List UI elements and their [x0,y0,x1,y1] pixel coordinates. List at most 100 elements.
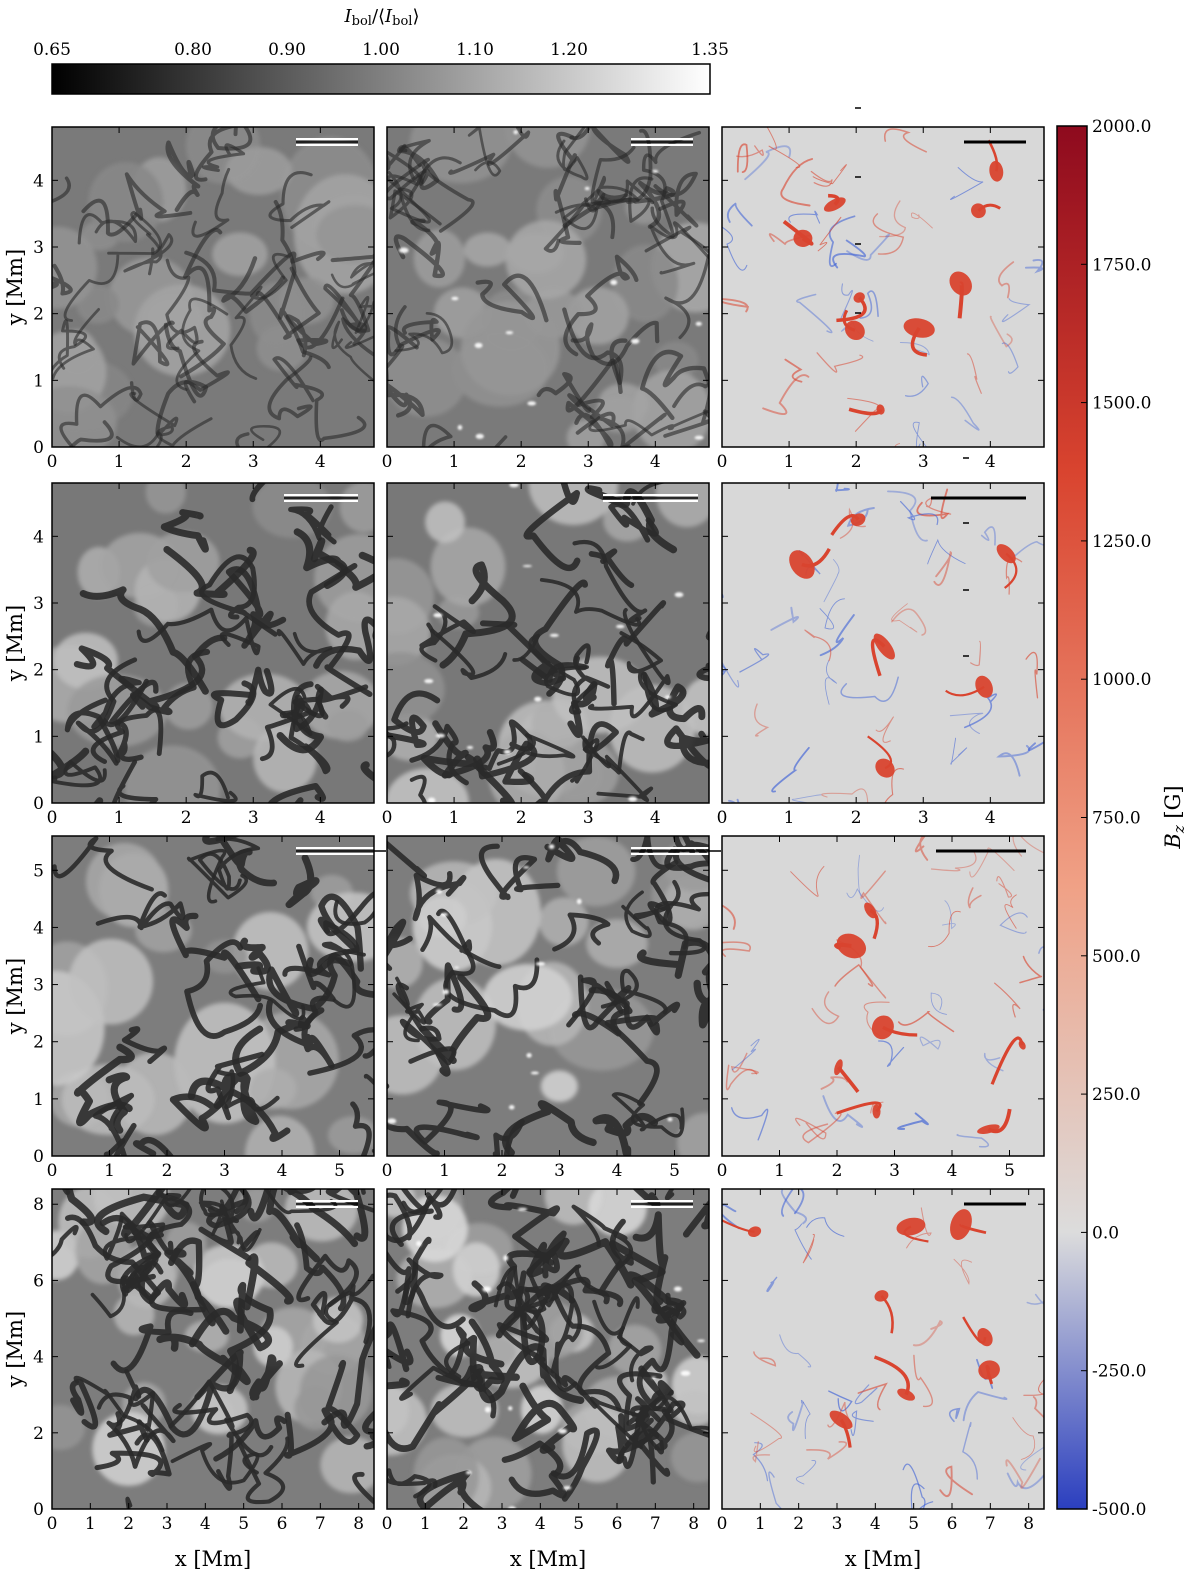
intensity-colorbar-tick-label: 0.80 [174,40,212,60]
x-tick-label: 2 [851,808,862,828]
x-axis-ticks: 0 1 2 3 4 [47,483,326,828]
x-tick-label: 0 [382,452,393,472]
x-tick-label: 4 [315,452,326,472]
x-tick-label: 4 [985,452,996,472]
scale-bar [296,847,386,855]
y-tick-label: 4 [33,171,44,191]
y-axis-ticks [722,869,1044,1157]
scale-bar [296,138,358,146]
panel-r1-c3-bz: 0 1 2 3 4 [717,126,1045,472]
y-axis-ticks [722,1203,1044,1510]
x-tick-label: 0 [382,1161,393,1181]
y-tick-label: 3 [33,594,44,614]
x-tick-label: 6 [612,1514,623,1534]
bz-colorbar-tick-label: 0.0 [1092,1223,1119,1243]
y-axis-label: y [Mm] [3,958,27,1035]
scale-bar [631,138,693,146]
panel-r3-c1-intensity: 0 1 2 3 4 5 0 1 2 3 4 5 [33,835,386,1181]
x-tick-label: 8 [1023,1514,1034,1534]
y-tick-label: 2 [33,1424,44,1444]
x-tick-label: 2 [516,808,527,828]
x-tick-label: 1 [784,808,795,828]
intensity-colorbar-tick-label: 1.10 [456,40,494,60]
panel-r4-c1-intensity: 0 1 2 3 4 5 6 7 8 0 2 4 6 8 [33,1188,375,1534]
x-tick-label: 3 [162,1514,173,1534]
x-tick-label: 3 [248,452,259,472]
y-tick-label: 0 [33,794,44,814]
x-tick-label: 3 [832,1514,843,1534]
x-tick-label: 5 [238,1514,249,1534]
bz-colorbar-tick-label: -250.0 [1092,1362,1146,1382]
x-tick-label: 4 [650,808,661,828]
x-tick-label: 1 [755,1514,766,1534]
y-tick-label: 8 [33,1195,44,1215]
panel-frame [386,126,710,448]
y-axis-label: y [Mm] [3,1311,27,1388]
bz-colorbar-tick-label: 1500.0 [1092,394,1151,414]
x-tick-label: 4 [277,1161,288,1181]
bz-colorbar-tick-label: -500.0 [1092,1500,1146,1520]
x-tick-label: 2 [181,452,192,472]
x-tick-label: 0 [47,1514,58,1534]
panel-frame [721,1188,1045,1510]
y-axis-ticks: 0 1 2 3 4 [33,171,374,458]
x-tick-label: 0 [382,1514,393,1534]
x-tick-label: 1 [774,1161,785,1181]
panel-frame [721,482,1045,804]
x-tick-label: 7 [985,1514,996,1534]
x-tick-label: 2 [793,1514,804,1534]
x-tick-label: 1 [85,1514,96,1534]
x-tick-label: 2 [851,452,862,472]
intensity-colorbar-tick-label: 1.35 [691,40,729,60]
y-tick-label: 1 [33,371,44,391]
y-tick-label: 6 [33,1271,44,1291]
intensity-colorbar-tick-label: 0.65 [33,40,71,60]
x-tick-label: 4 [612,1161,623,1181]
intensity-colorbar-label: Ibol/⟨Ibol⟩ [344,6,420,29]
y-axis-ticks: 0 1 2 3 4 5 [33,861,374,1167]
x-axis-ticks: 0 1 2 3 4 [717,127,996,472]
y-tick-label: 5 [33,861,44,881]
x-tick-label: 1 [420,1514,431,1534]
x-tick-label: 0 [47,808,58,828]
y-axis-ticks [387,869,709,1157]
y-axis-ticks: 0 2 4 6 8 [33,1195,374,1520]
y-tick-label: 3 [33,238,44,258]
x-tick-label: 4 [985,808,996,828]
x-tick-label: 5 [573,1514,584,1534]
intensity-colorbar: Ibol/⟨Ibol⟩ 0.65 0.80 0.90 1.00 1.10 1.20 1.35 [33,6,729,95]
x-tick-label: 0 [382,808,393,828]
intensity-colorbar-ticks: 0.65 0.80 0.90 1.00 1.10 1.20 1.35 [33,40,729,60]
y-tick-label: 3 [33,976,44,996]
x-tick-label: 4 [315,808,326,828]
panel-frame [721,835,1045,1157]
x-tick-label: 2 [497,1161,508,1181]
panel-frame [51,482,375,804]
scale-bar [284,494,358,502]
x-axis-ticks: 0 1 2 3 4 5 6 7 8 [382,1189,699,1534]
x-tick-label: 3 [248,808,259,828]
intensity-colorbar-tick-label: 0.90 [268,40,306,60]
bz-colorbar-tick-label: 1750.0 [1092,255,1151,275]
x-axis-ticks: 0 1 2 3 4 [47,127,326,472]
y-tick-label: 1 [33,727,44,747]
x-tick-label: 5 [908,1514,919,1534]
x-tick-label: 3 [583,452,594,472]
y-tick-label: 0 [33,1147,44,1167]
x-tick-label: 3 [583,808,594,828]
x-tick-label: 2 [162,1161,173,1181]
x-tick-label: 0 [717,1514,728,1534]
intensity-colorbar-bar [51,63,711,95]
x-tick-label: 3 [554,1161,565,1181]
x-tick-label: 4 [650,452,661,472]
x-tick-label: 1 [439,1161,450,1181]
bz-background [722,836,1044,1156]
bz-colorbar-tick-label: 1250.0 [1092,532,1151,552]
y-tick-label: 0 [33,1500,44,1520]
x-axis-ticks: 0 1 2 3 4 5 [382,836,680,1181]
y-axis-label: y [Mm] [3,605,27,682]
y-axis-ticks: 0 1 2 3 4 [33,527,374,814]
x-tick-label: 0 [47,452,58,472]
x-tick-label: 2 [458,1514,469,1534]
x-tick-label: 4 [200,1514,211,1534]
